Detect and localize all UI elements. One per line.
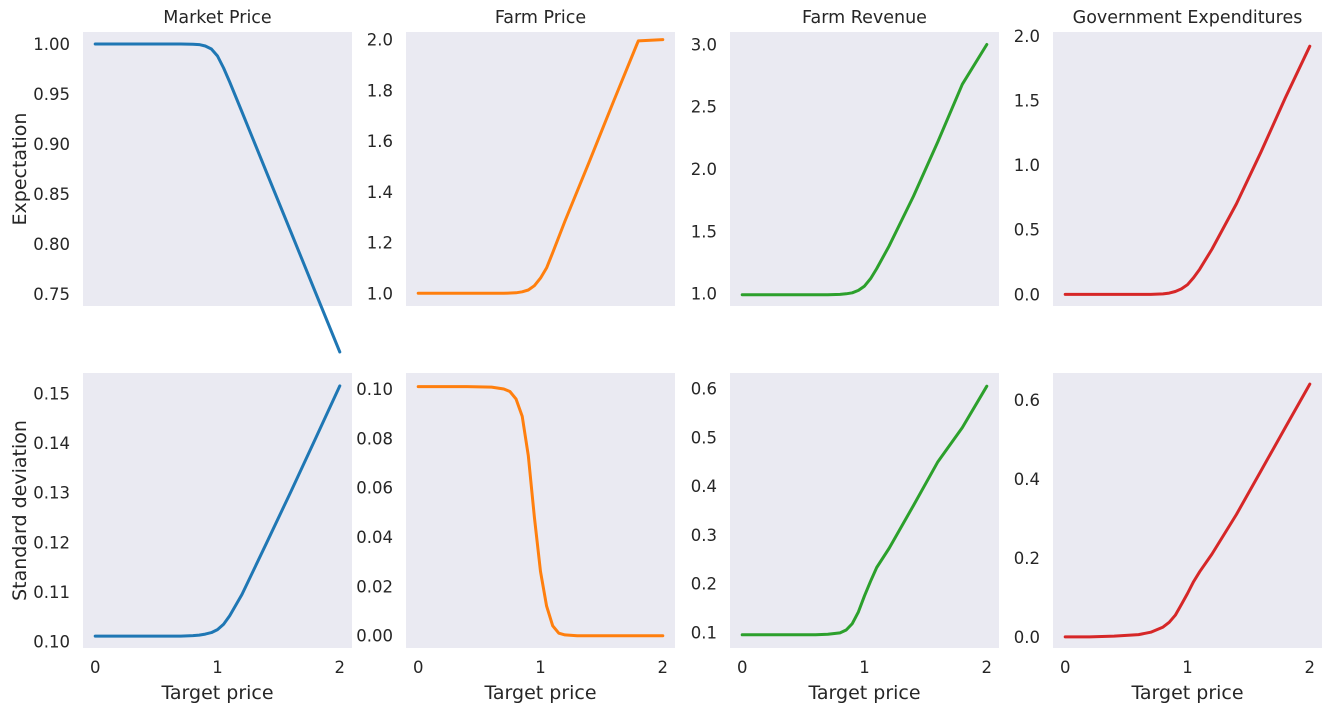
y-tick-label: 0.2 bbox=[1014, 549, 1040, 568]
subplot-title: Market Price bbox=[163, 8, 271, 28]
x-tick-label: 2 bbox=[658, 658, 669, 677]
y-tick-label: 0.4 bbox=[691, 477, 717, 496]
plot-area bbox=[406, 32, 675, 306]
x-tick-label: 0 bbox=[90, 658, 101, 677]
y-tick-label: 0.5 bbox=[691, 428, 717, 447]
y-tick-label: 0.02 bbox=[356, 577, 393, 596]
y-tick-label: 0.12 bbox=[33, 533, 70, 552]
series-line bbox=[416, 38, 665, 295]
y-tick-label: 0.4 bbox=[1014, 470, 1040, 489]
series-line bbox=[416, 385, 665, 638]
x-tick-label: 0 bbox=[413, 658, 424, 677]
subplot-2: 1.0 1.2 1.4 1.6 1.8 2.0 Farm Price bbox=[367, 8, 675, 306]
y-tick-label: 1.5 bbox=[1014, 92, 1040, 111]
y-tick-label: 1.00 bbox=[33, 35, 70, 54]
y-tick-label: 0.85 bbox=[33, 185, 70, 204]
y-tick-label: 0.6 bbox=[691, 380, 717, 399]
x-tick-label: 1 bbox=[212, 658, 223, 677]
y-tick-label: 0.1 bbox=[691, 623, 717, 642]
subplot-3: 1.0 1.5 2.0 2.5 3.0 Farm Revenue bbox=[691, 8, 999, 306]
subplot-5: 0.10 0.11 0.12 0.13 0.14 0.15 0 1 2 Target price S… bbox=[9, 373, 352, 704]
y-tick-label: 0.0 bbox=[1014, 285, 1040, 304]
y-tick-label: 0.14 bbox=[33, 434, 70, 453]
x-tick-label: 0 bbox=[737, 658, 748, 677]
subplot-4: 0.0 0.5 1.0 1.5 2.0 Government Expenditures bbox=[1014, 8, 1322, 306]
plot-area bbox=[83, 373, 352, 648]
y-tick-label: 0.6 bbox=[1014, 391, 1040, 410]
y-tick-label: 0.15 bbox=[33, 384, 70, 403]
y-tick-label: 1.0 bbox=[1014, 156, 1040, 175]
y-tick-label: 1.8 bbox=[367, 81, 393, 100]
y-tick-label: 0.2 bbox=[691, 575, 717, 594]
x-tick-label: 1 bbox=[859, 658, 870, 677]
y-tick-label: 0.10 bbox=[33, 633, 70, 652]
y-tick-label: 0.00 bbox=[356, 627, 393, 646]
plot-area bbox=[83, 32, 352, 306]
x-tick-label: 1 bbox=[535, 658, 546, 677]
series-line bbox=[740, 43, 989, 297]
y-tick-label: 0.90 bbox=[33, 135, 70, 154]
series-line bbox=[740, 384, 989, 637]
series-line bbox=[1063, 44, 1312, 296]
y-tick-label: 1.5 bbox=[691, 222, 717, 241]
series-line bbox=[93, 384, 342, 638]
y-tick-label: 0.08 bbox=[356, 429, 393, 448]
y-axis-label: Standard deviation bbox=[9, 420, 31, 601]
subplot-title: Government Expenditures bbox=[1073, 8, 1303, 28]
y-tick-label: 2.0 bbox=[691, 160, 717, 179]
subplot-8: 0.0 0.2 0.4 0.6 0 1 2 Target price bbox=[1014, 373, 1322, 704]
y-tick-label: 0.06 bbox=[356, 479, 393, 498]
y-tick-label: 1.4 bbox=[367, 183, 393, 202]
subplot-title: Farm Price bbox=[495, 8, 586, 28]
subplot-7: 0.1 0.2 0.3 0.4 0.5 0.6 0 1 2 Target price bbox=[691, 373, 999, 704]
y-tick-label: 0.75 bbox=[33, 285, 70, 304]
y-tick-label: 0.80 bbox=[33, 235, 70, 254]
x-tick-label: 0 bbox=[1060, 658, 1071, 677]
y-tick-label: 1.6 bbox=[367, 132, 393, 151]
plot-area bbox=[406, 373, 675, 648]
y-tick-label: 1.0 bbox=[367, 284, 393, 303]
x-axis-label: Target price bbox=[483, 682, 596, 704]
y-tick-label: 0.0 bbox=[1014, 628, 1040, 647]
series-line bbox=[93, 42, 342, 354]
y-tick-label: 3.0 bbox=[691, 35, 717, 54]
x-tick-label: 2 bbox=[335, 658, 346, 677]
subplot-6: 0.00 0.02 0.04 0.06 0.08 0.10 0 1 2 Target price bbox=[356, 373, 675, 704]
x-tick-label: 2 bbox=[1305, 658, 1316, 677]
plot-area bbox=[730, 373, 999, 648]
y-tick-label: 0.04 bbox=[356, 528, 393, 547]
plot-area bbox=[1053, 32, 1322, 306]
y-tick-label: 1.0 bbox=[691, 285, 717, 304]
y-tick-label: 0.5 bbox=[1014, 221, 1040, 240]
y-tick-label: 2.5 bbox=[691, 98, 717, 117]
y-tick-label: 0.95 bbox=[33, 85, 70, 104]
plot-area bbox=[730, 32, 999, 306]
y-tick-label: 0.11 bbox=[33, 583, 70, 602]
x-tick-label: 1 bbox=[1182, 658, 1193, 677]
y-axis-label: Expectation bbox=[9, 113, 31, 226]
x-axis-label: Target price bbox=[160, 682, 273, 704]
y-tick-label: 0.10 bbox=[356, 380, 393, 399]
y-tick-label: 0.13 bbox=[33, 484, 70, 503]
subplot-1: 0.75 0.80 0.85 0.90 0.95 1.00 Market Price Expe… bbox=[9, 8, 352, 354]
x-axis-label: Target price bbox=[807, 682, 920, 704]
series-line bbox=[1063, 382, 1312, 639]
x-tick-label: 2 bbox=[982, 658, 993, 677]
y-tick-label: 0.3 bbox=[691, 526, 717, 545]
y-tick-label: 2.0 bbox=[1014, 27, 1040, 46]
y-tick-label: 2.0 bbox=[367, 31, 393, 50]
subplot-title: Farm Revenue bbox=[802, 8, 927, 28]
x-axis-label: Target price bbox=[1130, 682, 1243, 704]
plot-area bbox=[1053, 373, 1322, 648]
y-tick-label: 1.2 bbox=[367, 234, 393, 253]
